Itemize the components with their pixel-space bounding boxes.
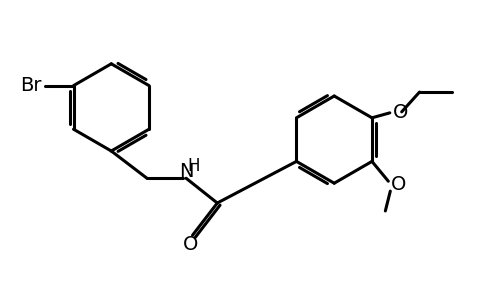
Text: O: O	[392, 175, 406, 194]
Text: Br: Br	[20, 76, 42, 95]
Text: O: O	[184, 235, 198, 254]
Text: O: O	[394, 103, 408, 122]
Text: N: N	[179, 162, 194, 181]
Text: H: H	[188, 157, 200, 175]
